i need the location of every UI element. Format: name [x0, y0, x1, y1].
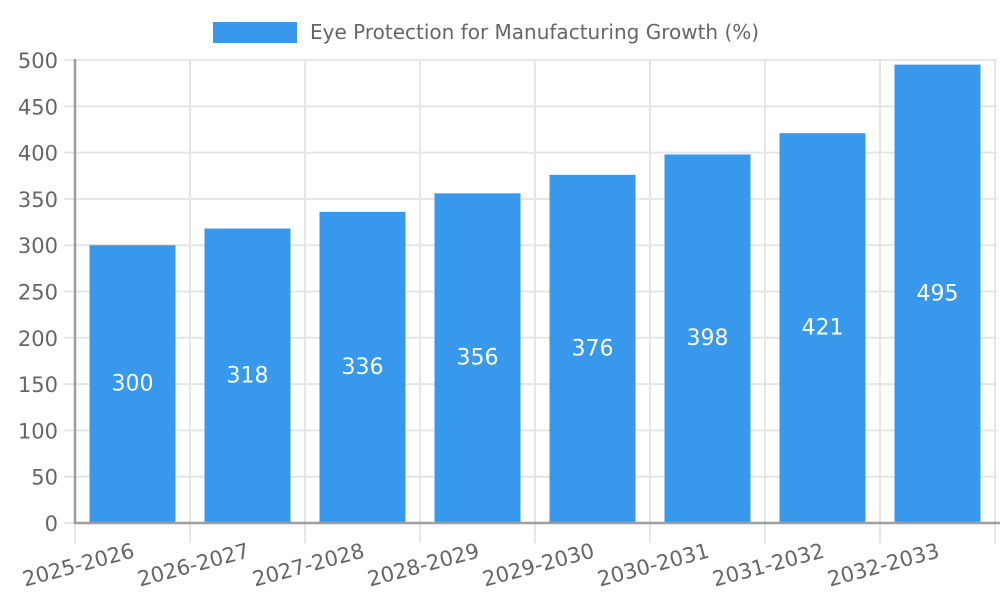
- bar[interactable]: [779, 133, 866, 524]
- x-tick-label: 2032-2033: [825, 539, 942, 592]
- bar[interactable]: [894, 64, 981, 523]
- legend-swatch[interactable]: [213, 21, 297, 43]
- bar[interactable]: [664, 154, 751, 523]
- y-tick-label: 0: [45, 512, 58, 536]
- y-tick-label: 400: [18, 142, 58, 166]
- x-tick-label: 2031-2032: [710, 539, 827, 592]
- y-tick-label: 50: [31, 466, 58, 490]
- x-tick-label: 2029-2030: [480, 539, 597, 592]
- y-tick-label: 200: [18, 327, 58, 351]
- bar-value-label: 318: [227, 363, 269, 388]
- x-tick-label: 2028-2029: [365, 539, 482, 592]
- bar-value-label: 300: [112, 372, 154, 397]
- bar-value-label: 356: [457, 346, 499, 371]
- bar-value-label: 495: [917, 281, 959, 306]
- x-tick-label: 2026-2027: [135, 539, 252, 592]
- legend[interactable]: Eye Protection for Manufacturing Growth …: [213, 20, 759, 44]
- x-tick-label: 2027-2028: [250, 539, 367, 592]
- bar[interactable]: [549, 174, 636, 523]
- y-tick-label: 150: [18, 373, 58, 397]
- legend-label: Eye Protection for Manufacturing Growth …: [310, 20, 760, 44]
- bar-value-label: 421: [802, 316, 844, 341]
- x-tick-label: 2025-2026: [20, 539, 137, 592]
- y-tick-label: 100: [18, 419, 58, 443]
- bar-value-label: 336: [342, 355, 384, 380]
- bar[interactable]: [434, 193, 521, 523]
- bar[interactable]: [204, 228, 291, 524]
- bar[interactable]: [319, 211, 406, 523]
- x-tick-label: 2030-2031: [595, 539, 712, 592]
- y-tick-label: 450: [18, 95, 58, 119]
- y-tick-label: 250: [18, 281, 58, 305]
- y-tick-label: 300: [18, 234, 58, 258]
- y-tick-label: 500: [18, 49, 58, 73]
- bar-value-label: 376: [572, 336, 614, 361]
- bar-value-label: 398: [687, 326, 729, 351]
- bar[interactable]: [89, 245, 176, 523]
- y-tick-label: 350: [18, 188, 58, 212]
